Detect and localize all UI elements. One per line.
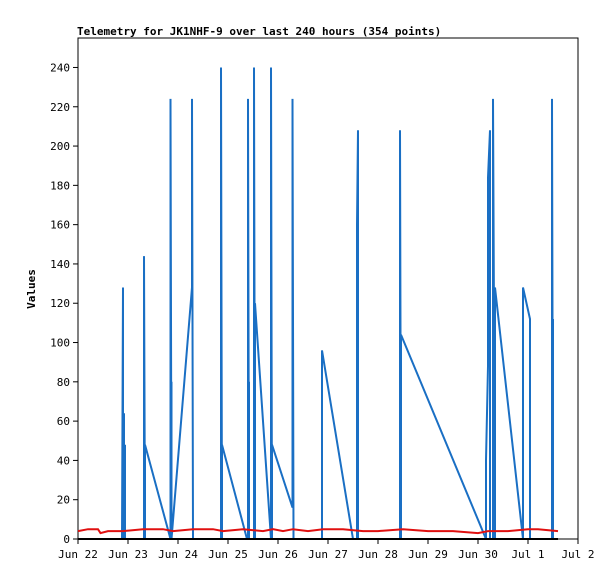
y-tick-label: 140: [50, 258, 70, 271]
y-axis-label: Values: [25, 269, 38, 309]
y-tick-label: 120: [50, 297, 70, 310]
y-tick-label: 0: [63, 533, 70, 546]
y-tick-label: 40: [57, 454, 70, 467]
x-tick-label: Jul 1: [511, 548, 544, 561]
x-tick-label: Jul 2: [561, 548, 594, 561]
x-tick-label: Jun 26: [258, 548, 298, 561]
y-tick-label: 180: [50, 179, 70, 192]
y-tick-label: 60: [57, 415, 70, 428]
y-tick-label: 160: [50, 219, 70, 232]
y-tick-label: 100: [50, 337, 70, 350]
chart-title: Telemetry for JK1NHF-9 over last 240 hou…: [77, 25, 441, 38]
x-tick-label: Jun 30: [458, 548, 498, 561]
y-tick-label: 200: [50, 140, 70, 153]
x-tick-label: Jun 27: [308, 548, 348, 561]
plot-frame: [77, 37, 579, 540]
x-tick-label: Jun 29: [408, 548, 448, 561]
series-line-1: [78, 67, 554, 540]
x-axis: Jun 22 Jun 23 Jun 24 Jun 25 Jun 26 Jun 27 Jun …: [58, 539, 595, 561]
x-tick-label: Jun 23: [108, 548, 148, 561]
y-tick-label: 20: [57, 494, 70, 507]
x-tick-label: Jun 22: [58, 548, 98, 561]
x-tick-label: Jun 24: [158, 548, 198, 561]
y-tick-label: 240: [50, 61, 70, 74]
y-tick-label: 80: [57, 376, 70, 389]
x-tick-label: Jun 28: [358, 548, 398, 561]
series-line-2: [77, 528, 559, 535]
y-axis: 0 20 40 60 80 100 120 140 160 180 200 220 240: [50, 61, 78, 546]
x-tick-label: Jun 25: [208, 548, 248, 561]
y-tick-label: 220: [50, 101, 70, 114]
series-layer: [77, 67, 559, 540]
